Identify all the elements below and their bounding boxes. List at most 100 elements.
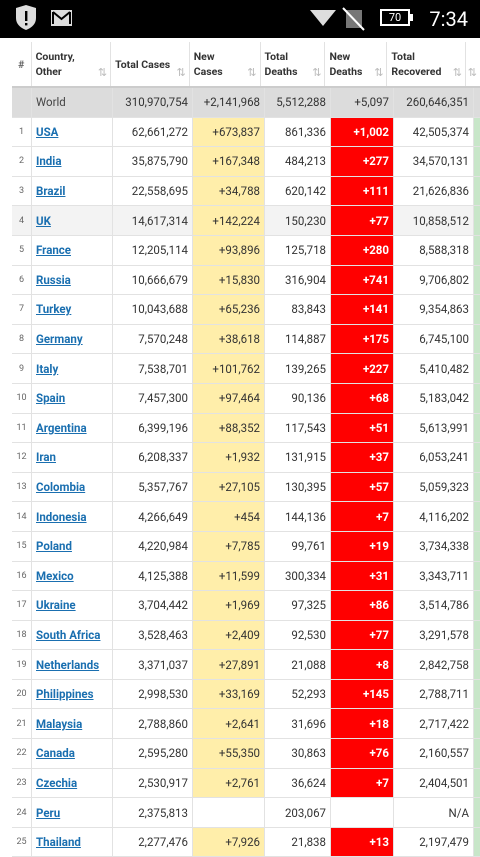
table-body: 1 USA 62,661,272 +673,837 861,336 +1,002 42,50… (12, 117, 480, 857)
table-row: 21 Malaysia 2,788,860 +2,641 31,696 +18 2,717,… (12, 709, 480, 740)
country-link[interactable]: Philippines (36, 687, 94, 702)
row-edge (474, 502, 480, 531)
country-link[interactable]: Argentina (36, 420, 87, 435)
rank-cell: 3 (12, 176, 32, 206)
rank-cell: 8 (12, 324, 32, 354)
new-cases-cell: +27,105 (193, 472, 265, 502)
country-link[interactable]: South Africa (36, 627, 101, 642)
country-link[interactable]: Poland (36, 539, 72, 554)
country-cell: Iran (32, 443, 113, 472)
total-cases-cell: 5,357,767 (113, 472, 193, 502)
country-link[interactable]: Mexico (36, 568, 74, 583)
country-link[interactable]: Spain (36, 391, 66, 406)
new-deaths-cell: +68 (331, 383, 394, 413)
country-cell: Czechia (32, 768, 113, 798)
country-link[interactable]: UK (36, 213, 51, 228)
rank-cell: 25 (12, 827, 32, 857)
table-row: 12 Iran 6,208,337 +1,932 131,915 +37 6,053,241 (12, 443, 480, 473)
rank-cell: 19 (12, 650, 32, 679)
new-deaths-cell: +111 (331, 176, 394, 206)
row-edge (474, 443, 480, 472)
country-link[interactable]: Czechia (36, 775, 78, 790)
country-link[interactable]: France (36, 243, 71, 258)
alert-dot (25, 23, 28, 26)
country-link[interactable]: Malaysia (36, 716, 83, 731)
total-recovered-cell: 3,514,786 (394, 591, 474, 620)
rank-cell (12, 88, 32, 117)
new-cases-cell: +97,464 (193, 383, 265, 413)
country-link[interactable]: Russia (36, 272, 71, 287)
country-link[interactable]: Indonesia (36, 509, 87, 524)
table-row: 3 Brazil 22,558,695 +34,788 620,142 +111 21,62… (12, 176, 480, 207)
header-cell[interactable]: Country, Other (32, 42, 112, 86)
new-cases-cell: +93,896 (193, 235, 265, 265)
total-recovered-cell: 3,343,711 (394, 561, 474, 591)
total-cases-cell: 7,538,701 (113, 354, 193, 383)
new-deaths-cell: +227 (331, 354, 394, 383)
table-row: 9 Italy 7,538,701 +101,762 139,265 +227 5,410,… (12, 354, 480, 384)
total-recovered-cell: 9,706,802 (394, 265, 474, 295)
header-cell[interactable]: # (12, 42, 32, 86)
country-link[interactable]: Colombia (36, 480, 86, 495)
table-row: 20 Philippines 2,998,530 +33,169 52,293 +145 2… (12, 679, 480, 710)
country-cell: India (32, 147, 113, 176)
total-deaths-cell: 90,136 (265, 383, 331, 413)
header-cell[interactable]: Total Deaths (261, 42, 326, 86)
total-cases-cell: 12,205,114 (113, 235, 193, 265)
country-link[interactable]: Germany (36, 332, 83, 347)
total-recovered-cell: 2,788,711 (394, 679, 474, 709)
country-link[interactable]: Italy (36, 361, 59, 376)
total-deaths-cell: 620,142 (265, 176, 331, 206)
row-edge (474, 531, 480, 561)
rank-cell: 20 (12, 679, 32, 709)
total-deaths-cell: 125,718 (265, 235, 331, 265)
new-cases-cell: +88,352 (193, 413, 265, 443)
rank-cell: 9 (12, 354, 32, 383)
header-cell[interactable]: Total Cases (111, 42, 190, 86)
total-cases-cell: 6,399,196 (113, 413, 193, 443)
country-cell: Poland (32, 531, 113, 561)
table-row: 14 Indonesia 4,266,649 +454 144,136 +7 4,116,2… (12, 502, 480, 532)
clock: 7:34 (429, 7, 468, 31)
row-edge (474, 383, 480, 413)
country-link[interactable]: Iran (36, 450, 56, 465)
rank-cell: 15 (12, 531, 32, 561)
new-cases-cell: +55,350 (193, 739, 265, 768)
country-link[interactable]: Thailand (36, 835, 81, 850)
new-deaths-cell: +37 (331, 443, 394, 472)
total-cases-cell: 7,457,300 (113, 383, 193, 413)
total-deaths-cell: 92,530 (265, 620, 331, 650)
total-cases-cell: 62,661,272 (113, 117, 193, 147)
country-cell: Russia (32, 265, 113, 295)
header-cell[interactable]: New Deaths (325, 42, 388, 86)
sim-slash (342, 7, 365, 31)
country-link[interactable]: Netherlands (36, 657, 100, 672)
new-deaths-cell: +77 (331, 620, 394, 650)
rank-cell: 10 (12, 383, 32, 413)
total-cases-cell: 7,570,248 (113, 324, 193, 354)
new-cases-cell: +2,141,968 (193, 88, 265, 117)
country-cell: World (32, 88, 113, 117)
country-link[interactable]: Ukraine (36, 598, 76, 613)
rank-cell: 17 (12, 591, 32, 620)
total-cases-cell: 2,277,476 (113, 827, 193, 857)
country-link[interactable]: India (36, 154, 62, 169)
header-cell[interactable]: Total Recovered (387, 42, 467, 86)
country-link[interactable]: Brazil (36, 184, 66, 199)
total-recovered-cell: 2,404,501 (394, 768, 474, 798)
country-link[interactable]: Peru (36, 805, 61, 820)
total-deaths-cell: 144,136 (265, 502, 331, 531)
row-edge (474, 827, 480, 857)
new-cases-cell: +454 (193, 502, 265, 531)
total-deaths-cell: 52,293 (265, 679, 331, 709)
country-link[interactable]: USA (36, 124, 59, 139)
country-link[interactable]: Canada (36, 746, 75, 761)
country-link[interactable]: Turkey (36, 302, 72, 317)
new-deaths-cell: +280 (331, 235, 394, 265)
total-deaths-cell: 203,067 (265, 798, 331, 827)
country-cell: South Africa (32, 620, 113, 650)
total-cases-cell: 2,595,280 (113, 739, 193, 768)
table-row: 6 Russia 10,666,679 +15,830 316,904 +741 9,706… (12, 265, 480, 296)
header-cell[interactable]: New Cases (190, 42, 261, 86)
new-deaths-cell: +76 (331, 739, 394, 768)
